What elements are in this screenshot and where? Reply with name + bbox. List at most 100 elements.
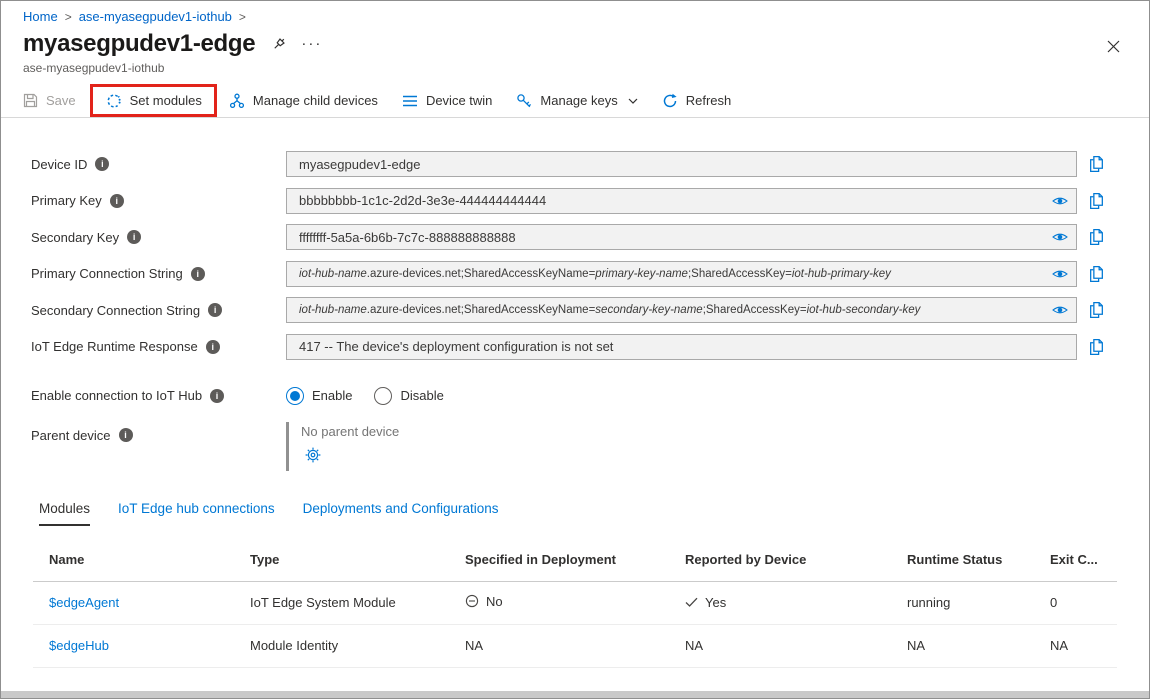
save-icon [23, 93, 38, 108]
eye-icon[interactable] [1052, 304, 1068, 316]
breadcrumb-separator: > [64, 9, 72, 24]
copy-icon[interactable] [1088, 338, 1105, 356]
enable-connection-label: Enable connection to IoT Hub [31, 388, 203, 403]
eye-icon[interactable] [1052, 231, 1068, 243]
horizontal-scrollbar[interactable] [1, 691, 1149, 698]
cell-reported: Yes [705, 594, 727, 610]
parent-device-label: Parent device [31, 427, 111, 443]
device-twin-button[interactable]: Device twin [390, 84, 504, 117]
check-icon [685, 597, 698, 608]
eye-icon[interactable] [1052, 268, 1068, 280]
parent-device-value: No parent device [301, 423, 400, 439]
form-row-runtime-response: IoT Edge Runtime Response i 417 -- The de… [31, 333, 1149, 360]
annotation-highlight-box: Set modules [89, 84, 217, 117]
refresh-button[interactable]: Refresh [650, 84, 744, 117]
command-bar: Save Set modules [1, 84, 1149, 118]
primary-key-label: Primary Key [31, 193, 102, 208]
circle-minus-icon [465, 594, 479, 608]
breadcrumb: Home > ase-myasegpudev1-iothub > [1, 1, 1149, 24]
gear-icon[interactable] [304, 446, 322, 464]
device-properties-form: Device ID i myasegpudev1-edge Primary Key… [31, 151, 1149, 471]
cell-type: IoT Edge System Module [250, 595, 396, 610]
col-exit-code[interactable]: Exit C... [1050, 551, 1098, 567]
info-icon[interactable]: i [118, 428, 133, 442]
manage-child-devices-button[interactable]: Manage child devices [217, 84, 390, 117]
primary-key-field[interactable]: bbbbbbbb-1c1c-2d2d-3e3e-444444444444 [286, 187, 1077, 214]
parent-device-box: No parent device [286, 421, 400, 471]
device-id-label: Device ID [31, 156, 88, 172]
info-icon[interactable]: i [210, 388, 225, 403]
form-row-secondary-key: Secondary Key i ffffffff-5a5a-6b6b-7c7c-8… [31, 224, 1149, 250]
chevron-down-icon [628, 98, 638, 104]
runtime-response-field[interactable]: 417 -- The device's deployment configura… [286, 333, 1077, 360]
secondary-connection-string-label: Secondary Connection String [31, 302, 201, 318]
form-row-device-id: Device ID i myasegpudev1-edge [31, 151, 1149, 177]
refresh-icon [662, 93, 678, 109]
col-specified[interactable]: Specified in Deployment [465, 551, 616, 567]
primary-connection-string-label: Primary Connection String [31, 266, 183, 281]
table-row-edgeagent: $edgeAgent IoT Edge System Module No [33, 582, 1117, 625]
table-header: Name Type Specified in Deployment Report… [33, 552, 1117, 582]
title-row: myasegpudev1-edge ··· [1, 30, 1149, 58]
copy-icon[interactable] [1088, 192, 1105, 210]
page-title: myasegpudev1-edge [23, 30, 256, 57]
tab-iot-edge-hub-connections[interactable]: IoT Edge hub connections [118, 500, 275, 516]
cell-reported: NA [685, 638, 704, 653]
edgehub-link[interactable]: $edgeHub [49, 638, 109, 653]
form-row-enable-connection: Enable connection to IoT Hub i Enable Dis… [31, 383, 1149, 409]
more-options-button[interactable]: ··· [301, 35, 323, 52]
info-icon[interactable]: i [205, 339, 220, 354]
form-row-parent-device: Parent device i No parent device [31, 421, 1149, 471]
close-icon[interactable] [1106, 39, 1121, 54]
copy-icon[interactable] [1088, 155, 1105, 173]
col-runtime-status[interactable]: Runtime Status [907, 551, 1003, 567]
copy-icon[interactable] [1088, 265, 1105, 283]
key-icon [516, 93, 532, 109]
secondary-key-field[interactable]: ffffffff-5a5a-6b6b-7c7c-888888888888 [286, 224, 1077, 250]
runtime-response-label: IoT Edge Runtime Response [31, 339, 198, 354]
cell-runtime-status: NA [907, 638, 926, 653]
form-row-primary-key: Primary Key i bbbbbbbb-1c1c-2d2d-3e3e-444… [31, 187, 1149, 214]
manage-keys-button[interactable]: Manage keys [504, 84, 649, 117]
hierarchy-icon [229, 93, 245, 109]
enable-connection-radio-group: Enable Disable [286, 386, 444, 405]
save-button[interactable]: Save [11, 84, 88, 117]
set-modules-icon [105, 93, 122, 109]
tab-modules[interactable]: Modules [39, 501, 91, 526]
list-icon [402, 94, 418, 108]
pin-icon[interactable] [271, 36, 287, 52]
copy-icon[interactable] [1088, 228, 1105, 246]
copy-icon[interactable] [1088, 301, 1105, 319]
page-subtitle: ase-myasegpudev1-iothub [23, 61, 165, 75]
table-row-edgehub: $edgeHub Module Identity NA NA NA NA [33, 625, 1117, 668]
col-reported[interactable]: Reported by Device [685, 551, 807, 567]
form-row-secondary-connection-string: Secondary Connection String i iot-hub-nam… [31, 297, 1149, 323]
breadcrumb-home-link[interactable]: Home [23, 9, 58, 24]
tab-deployments-configurations[interactable]: Deployments and Configurations [302, 500, 499, 516]
eye-icon[interactable] [1052, 195, 1068, 207]
info-icon[interactable]: i [109, 193, 124, 208]
radio-selected-icon [286, 386, 304, 405]
cell-runtime-status: running [907, 595, 951, 610]
info-icon[interactable]: i [127, 230, 142, 244]
radio-disable[interactable]: Disable [374, 386, 444, 405]
radio-unselected-icon [374, 386, 393, 405]
form-row-primary-connection-string: Primary Connection String i iot-hub-name.… [31, 260, 1149, 287]
col-name[interactable]: Name [49, 551, 85, 567]
radio-enable[interactable]: Enable [286, 386, 352, 405]
device-id-field[interactable]: myasegpudev1-edge [286, 151, 1077, 177]
primary-connection-string-field[interactable]: iot-hub-name.azure-devices.net;SharedAcc… [286, 260, 1077, 287]
set-modules-button[interactable]: Set modules [93, 87, 214, 114]
info-icon[interactable]: i [208, 303, 223, 317]
cell-type: Module Identity [250, 638, 339, 653]
cell-exit-code: 0 [1050, 595, 1058, 610]
info-icon[interactable]: i [190, 266, 205, 281]
col-type[interactable]: Type [250, 551, 280, 567]
info-icon[interactable]: i [95, 157, 110, 171]
secondary-connection-string-field[interactable]: iot-hub-name.azure-devices.net;SharedAcc… [286, 297, 1077, 323]
breadcrumb-separator: > [238, 9, 246, 24]
breadcrumb-iothub-link[interactable]: ase-myasegpudev1-iothub [78, 9, 232, 24]
secondary-key-label: Secondary Key [31, 229, 120, 245]
edgeagent-link[interactable]: $edgeAgent [49, 595, 120, 610]
